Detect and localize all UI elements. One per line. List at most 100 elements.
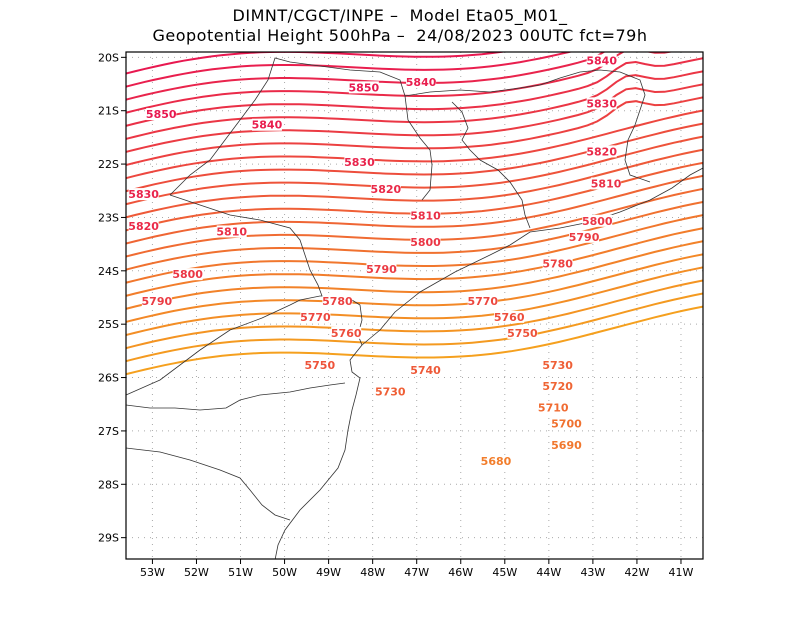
contour-label-bg (375, 385, 406, 398)
contour-line (126, 52, 508, 75)
contour-label: 5790 (569, 231, 600, 244)
contour-label-bg (551, 438, 582, 451)
x-tick-label: 44W (536, 566, 561, 579)
contour-label: 5840 (586, 55, 617, 68)
contour-label: 5760 (331, 327, 362, 340)
contour-line (126, 279, 703, 350)
contour-label: 5800 (410, 236, 441, 249)
x-axis-ticks: 53W 52W 51W 50W 49W 48W 47W 46W 45W 44W 43W 42W 41W (140, 559, 694, 579)
contour-label: 5810 (591, 177, 622, 190)
contour-line (126, 96, 703, 166)
contour-line (126, 109, 703, 180)
contour-label-bg (569, 230, 600, 243)
contour-line (126, 70, 703, 140)
x-tick-label: 47W (404, 566, 429, 579)
contour-label: 5730 (375, 386, 406, 399)
contour-label-bg (410, 236, 441, 249)
contour-label-bg (146, 108, 177, 121)
y-tick-label: 25S (98, 318, 119, 331)
contour-line (126, 135, 703, 206)
contour-line (126, 52, 573, 88)
contour-label-bg (467, 294, 498, 307)
contour-label-bg (480, 454, 511, 467)
x-tick-label: 50W (272, 566, 297, 579)
contour-label-bg (300, 310, 331, 323)
contour-label: 5740 (410, 364, 441, 377)
x-tick-label: 53W (140, 566, 165, 579)
state-border (126, 382, 346, 411)
chart-title-line1: DIMNT/CGCT/INPE – Model Eta05_M01_ (232, 6, 568, 25)
contour-label: 5810 (216, 225, 247, 238)
y-axis-ticks: 20S 21S 22S 23S 24S 25S 26S 27S 28S 29S (98, 51, 126, 545)
contour-label-bg (128, 188, 159, 201)
state-border (169, 57, 433, 201)
contour-line (126, 305, 703, 376)
contour-line (126, 148, 703, 219)
contour-label-bg (591, 177, 622, 190)
contour-label-bg (542, 257, 573, 270)
contour-label-bg (128, 220, 159, 233)
contour-label-bg (406, 76, 437, 89)
contour-label-bg (251, 118, 282, 131)
state-border (451, 101, 531, 229)
contour-label: 5720 (542, 380, 573, 393)
y-tick-label: 22S (98, 158, 119, 171)
coastline-path (126, 295, 363, 559)
contour-label: 5820 (128, 220, 159, 233)
y-tick-label: 28S (98, 478, 119, 491)
coastline-path (361, 167, 703, 346)
contour-label: 5840 (252, 119, 283, 132)
contour-label: 5750 (507, 327, 538, 340)
contour-label: 5830 (586, 97, 617, 110)
contour-line (126, 253, 703, 323)
contour-label-bg (322, 294, 353, 307)
y-tick-label: 21S (98, 105, 119, 118)
contour-label-bg (582, 214, 613, 227)
contour-label-bg (366, 262, 397, 275)
contour-line (126, 57, 703, 127)
chart-title-line2: Geopotential Height 500hPa – 24/08/2023 … (152, 26, 648, 45)
contour-label-bg (216, 225, 247, 238)
contour-line (126, 292, 703, 363)
x-tick-label: 52W (184, 566, 209, 579)
contour-label-bg (172, 268, 203, 281)
contour-label: 5850 (146, 108, 177, 121)
x-tick-label: 45W (492, 566, 517, 579)
contour-label: 5800 (582, 215, 613, 228)
contour-line (126, 240, 703, 310)
contour-label-bg (507, 326, 538, 339)
contour-label-bg (586, 97, 617, 110)
state-border (169, 194, 323, 297)
contour-line (126, 214, 703, 284)
x-tick-label: 42W (624, 566, 649, 579)
contour-label-bg (348, 81, 379, 94)
contour-label: 5760 (494, 311, 525, 324)
contour-label-bg (410, 364, 441, 377)
contour-label: 5830 (344, 156, 375, 169)
contour-label: 5770 (467, 295, 498, 308)
contour-label-bg (141, 294, 172, 307)
state-border (126, 447, 291, 521)
contour-label: 5780 (322, 295, 353, 308)
y-tick-label: 29S (98, 532, 119, 545)
contour-label: 5770 (300, 311, 331, 324)
contour-label-bg (586, 54, 617, 67)
contour-label: 5730 (542, 359, 573, 372)
contour-label-bg (494, 310, 525, 323)
contour-label: 5780 (542, 257, 573, 270)
y-tick-label: 23S (98, 211, 119, 224)
contour-label-bg (542, 358, 573, 371)
contour-label-bg (344, 156, 375, 169)
contour-line (126, 266, 703, 336)
contour-label: 5810 (410, 209, 441, 222)
state-border (404, 69, 651, 183)
contour-label: 5680 (481, 455, 512, 468)
x-tick-label: 48W (360, 566, 385, 579)
plot-frame (125, 51, 704, 560)
contour-label: 5850 (349, 81, 380, 94)
contour-label: 5700 (551, 418, 582, 431)
contour-label-bg (370, 182, 401, 195)
y-tick-label: 27S (98, 425, 119, 438)
contour-label: 5820 (371, 183, 402, 196)
